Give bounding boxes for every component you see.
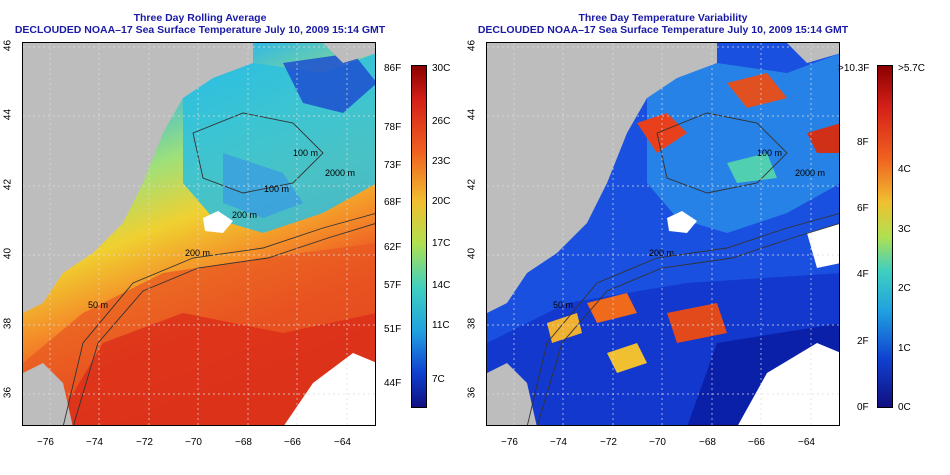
right-x-tick: −72 <box>600 437 617 448</box>
right-land <box>487 43 717 313</box>
right-y-tick: 46 <box>466 39 478 52</box>
right-x-tick: −74 <box>550 437 567 448</box>
right-x-tick: −68 <box>699 437 716 448</box>
right-contour-label: 2000 m <box>795 168 826 178</box>
left-title-line2: DECLOUDED NOAA–17 Sea Surface Temperatur… <box>14 24 386 36</box>
right-cb-f: 4F <box>857 269 869 280</box>
left-sst-map <box>22 42 376 426</box>
right-cb-f: >10.3F <box>838 63 870 74</box>
right-cb-c: 4C <box>898 164 911 175</box>
right-x-tick: −64 <box>798 437 815 448</box>
left-cb-c: 11C <box>432 320 450 331</box>
left-cb-f: 73F <box>384 160 402 171</box>
left-y-tick: 44 <box>2 108 14 121</box>
right-cb-f: 6F <box>857 203 869 214</box>
left-x-tick: −74 <box>86 437 103 448</box>
right-cb-f: 0F <box>857 402 869 413</box>
left-cb-c: 14C <box>432 280 451 291</box>
right-cb-c: 3C <box>898 224 911 235</box>
left-cb-c: 23C <box>432 156 451 167</box>
left-x-tick: −76 <box>37 437 54 448</box>
left-cb-f: 51F <box>384 324 402 335</box>
left-x-tick: −72 <box>136 437 153 448</box>
left-contour-label: 100 m <box>293 148 319 158</box>
left-contour-label: 50 m <box>88 300 109 310</box>
left-land <box>23 43 253 313</box>
left-cb-f: 44F <box>384 378 402 389</box>
right-y-tick: 42 <box>466 178 478 191</box>
left-x-tick: −66 <box>284 437 301 448</box>
right-x-tick: −70 <box>649 437 666 448</box>
left-cb-f: 57F <box>384 280 402 291</box>
right-y-tick: 36 <box>466 386 478 399</box>
left-y-tick: 40 <box>2 247 14 260</box>
right-cb-c: 1C <box>898 343 911 354</box>
left-contour-label: 200 m <box>185 248 211 258</box>
right-contour-label: 50 m <box>553 300 574 310</box>
left-x-tick: −70 <box>185 437 202 448</box>
left-cb-c: 30C <box>432 63 451 74</box>
right-x-tick: −66 <box>748 437 765 448</box>
left-contour-100m <box>192 112 324 194</box>
right-title-line1: Three Day Temperature Variability <box>578 12 748 24</box>
right-cb-c: 0C <box>898 402 911 413</box>
left-y-tick: 36 <box>2 386 14 399</box>
left-y-tick: 38 <box>2 317 14 330</box>
left-x-tick: −68 <box>235 437 252 448</box>
right-y-tick: 40 <box>466 247 478 260</box>
left-cb-f: 68F <box>384 197 402 208</box>
left-cb-f: 86F <box>384 63 402 74</box>
left-contour-label: 200 m <box>232 210 258 220</box>
right-contour-label: 100 m <box>757 148 783 158</box>
left-x-tick: −64 <box>334 437 351 448</box>
right-y-tick: 38 <box>466 317 478 330</box>
right-contour-label: 200 m <box>649 248 675 258</box>
left-y-tick: 42 <box>2 178 14 191</box>
left-colorbar <box>411 65 427 408</box>
left-cb-c: 7C <box>432 374 445 385</box>
left-contour-200m <box>63 213 375 425</box>
right-cb-f: 8F <box>857 137 869 148</box>
left-contour-label: 2000 m <box>325 168 356 178</box>
left-title-line1: Three Day Rolling Average <box>133 12 267 24</box>
left-contour-label: 100 m <box>264 184 290 194</box>
left-cb-c: 17C <box>432 238 451 249</box>
left-cloud-gap <box>203 211 233 233</box>
left-y-tick: 46 <box>2 39 14 52</box>
right-cb-f: 2F <box>857 336 869 347</box>
right-y-tick: 44 <box>466 108 478 121</box>
right-cb-c: 2C <box>898 283 911 294</box>
left-cb-f: 62F <box>384 242 402 253</box>
right-variability-map <box>486 42 840 426</box>
left-cb-f: 78F <box>384 122 402 133</box>
right-cloud-gap <box>667 211 697 233</box>
right-cb-c: >5.7C <box>898 63 925 74</box>
right-colorbar <box>877 65 893 408</box>
right-x-tick: −76 <box>501 437 518 448</box>
left-cb-c: 26C <box>432 116 451 127</box>
right-title-line2: DECLOUDED NOAA–17 Sea Surface Temperatur… <box>477 24 849 36</box>
left-cb-c: 20C <box>432 196 451 207</box>
